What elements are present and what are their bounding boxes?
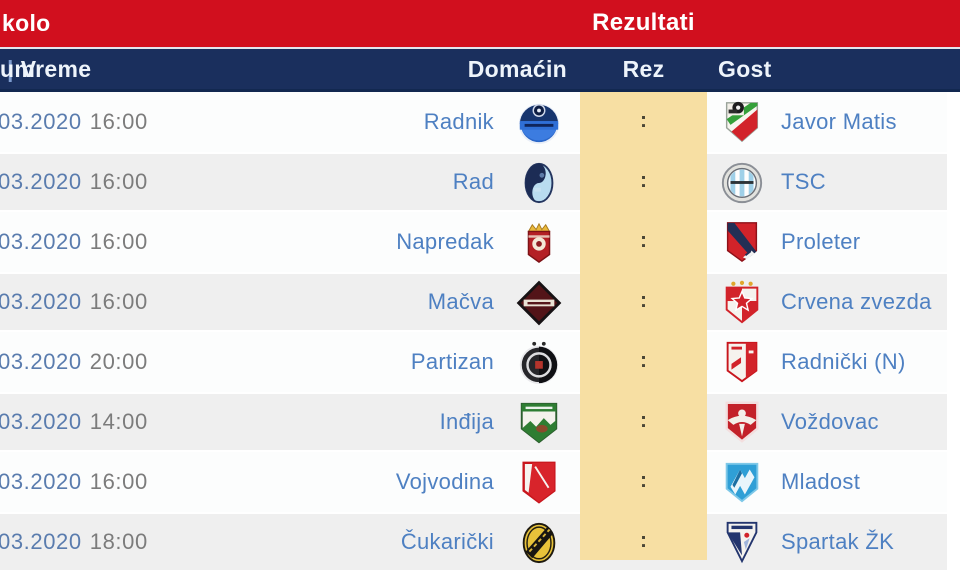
home-team-link[interactable]: Inđija [439,409,494,434]
match-datetime: 03.2020 16:00 [0,452,148,512]
match-time: 14:00 [89,409,148,434]
result-separator: : [640,229,647,252]
match-date-link[interactable]: 03.2020 [0,529,82,554]
away-team-link[interactable]: Voždovac [781,409,879,434]
results-header-bar: kolo Rezultati [0,0,960,47]
match-datetime: 03.2020 16:00 [0,212,148,272]
spartak-zk-crest-icon[interactable] [719,518,765,566]
fixture-row: 03.2020 16:00 Napredak: Proleter [0,212,947,272]
fixture-row: 03.2020 16:00 Mačva: Crvena zvezda [0,272,947,332]
away-team-link[interactable]: Radnički (N) [781,349,906,374]
away-team-link[interactable]: Mladost [781,469,861,494]
fixture-row: 03.2020 14:00 Inđija: Voždovac [0,392,947,452]
column-header-bar: um | Vreme Domaćin Rez Gost [0,49,960,92]
header-divider [0,47,960,49]
match-time: 18:00 [89,529,148,554]
proleter-crest-icon[interactable] [719,218,765,266]
away-team-link[interactable]: Proleter [781,229,861,254]
away-team-link[interactable]: Crvena zvezda [781,289,932,314]
home-team-link[interactable]: Radnik [423,109,494,134]
home-team-link[interactable]: Rad [452,169,494,194]
partizan-crest-icon[interactable] [516,338,562,386]
match-time: 16:00 [89,169,148,194]
round-label: kolo [2,10,51,36]
column-datetime: um | Vreme [0,56,92,82]
match-date-link[interactable]: 03.2020 [0,409,82,434]
match-datetime: 03.2020 18:00 [0,512,148,572]
home-team-link[interactable]: Vojvodina [395,469,494,494]
match-date-link[interactable]: 03.2020 [0,289,82,314]
match-time: 16:00 [89,109,148,134]
match-datetime: 03.2020 20:00 [0,332,148,392]
away-team-link[interactable]: Javor Matis [781,109,897,134]
result-separator: : [640,349,647,372]
away-team-link[interactable]: Spartak ŽK [781,529,895,554]
fixture-row: 03.2020 20:00 Partizan: Radnički (N) [0,332,947,392]
match-time: 16:00 [89,469,148,494]
radnik-crest-icon[interactable] [516,98,562,146]
match-time: 20:00 [89,349,148,374]
vozdovac-crest-icon[interactable] [719,398,765,446]
fixture-row: 03.2020 16:00 Rad: TSC [0,152,947,212]
vojvodina-crest-icon[interactable] [516,458,562,506]
match-datetime: 03.2020 14:00 [0,392,148,452]
column-away: Gost [718,56,772,82]
result-separator: : [640,469,647,492]
match-date-link[interactable]: 03.2020 [0,109,82,134]
match-date-link[interactable]: 03.2020 [0,469,82,494]
home-team-link[interactable]: Partizan [410,349,494,374]
tsc-crest-icon[interactable] [719,158,765,206]
indjija-crest-icon[interactable] [516,398,562,446]
pipe-separator: | [7,56,14,82]
match-datetime: 03.2020 16:00 [0,152,148,212]
crvena-zvezda-crest-icon[interactable] [719,278,765,326]
cukaricki-crest-icon[interactable] [516,518,562,566]
result-separator: : [640,169,647,192]
away-team-link[interactable]: TSC [781,169,826,194]
javor-crest-icon[interactable] [719,98,765,146]
match-date-link[interactable]: 03.2020 [0,349,82,374]
match-time: 16:00 [89,229,148,254]
results-title: Rezultati [592,9,695,36]
match-date-link[interactable]: 03.2020 [0,169,82,194]
fixture-row: 03.2020 16:00 Radnik: Javor Matis [0,92,947,152]
fixtures-table-body: 03.2020 16:00 Radnik: Javor Matis 03.2020 16:… [0,92,960,572]
home-team-link[interactable]: Mačva [427,289,494,314]
mladost-crest-icon[interactable] [719,458,765,506]
home-team-link[interactable]: Čukarički [400,529,494,554]
result-separator: : [640,109,647,132]
macva-crest-icon[interactable] [516,278,562,326]
result-column-strip [580,92,707,560]
column-result: Rez [622,56,665,82]
column-home: Domaćin [467,56,567,82]
rad-crest-icon[interactable] [516,158,562,206]
match-time: 16:00 [89,289,148,314]
match-datetime: 03.2020 16:00 [0,92,148,152]
fixture-row: 03.2020 18:00 Čukarički: Spartak ŽK [0,512,947,572]
home-team-link[interactable]: Napredak [396,229,494,254]
radnicki-nis-crest-icon[interactable] [719,338,765,386]
match-date-link[interactable]: 03.2020 [0,229,82,254]
result-separator: : [640,289,647,312]
napredak-crest-icon[interactable] [516,218,562,266]
result-separator: : [640,409,647,432]
fixture-row: 03.2020 16:00 Vojvodina: Mladost [0,452,947,512]
result-separator: : [640,529,647,552]
match-datetime: 03.2020 16:00 [0,272,148,332]
